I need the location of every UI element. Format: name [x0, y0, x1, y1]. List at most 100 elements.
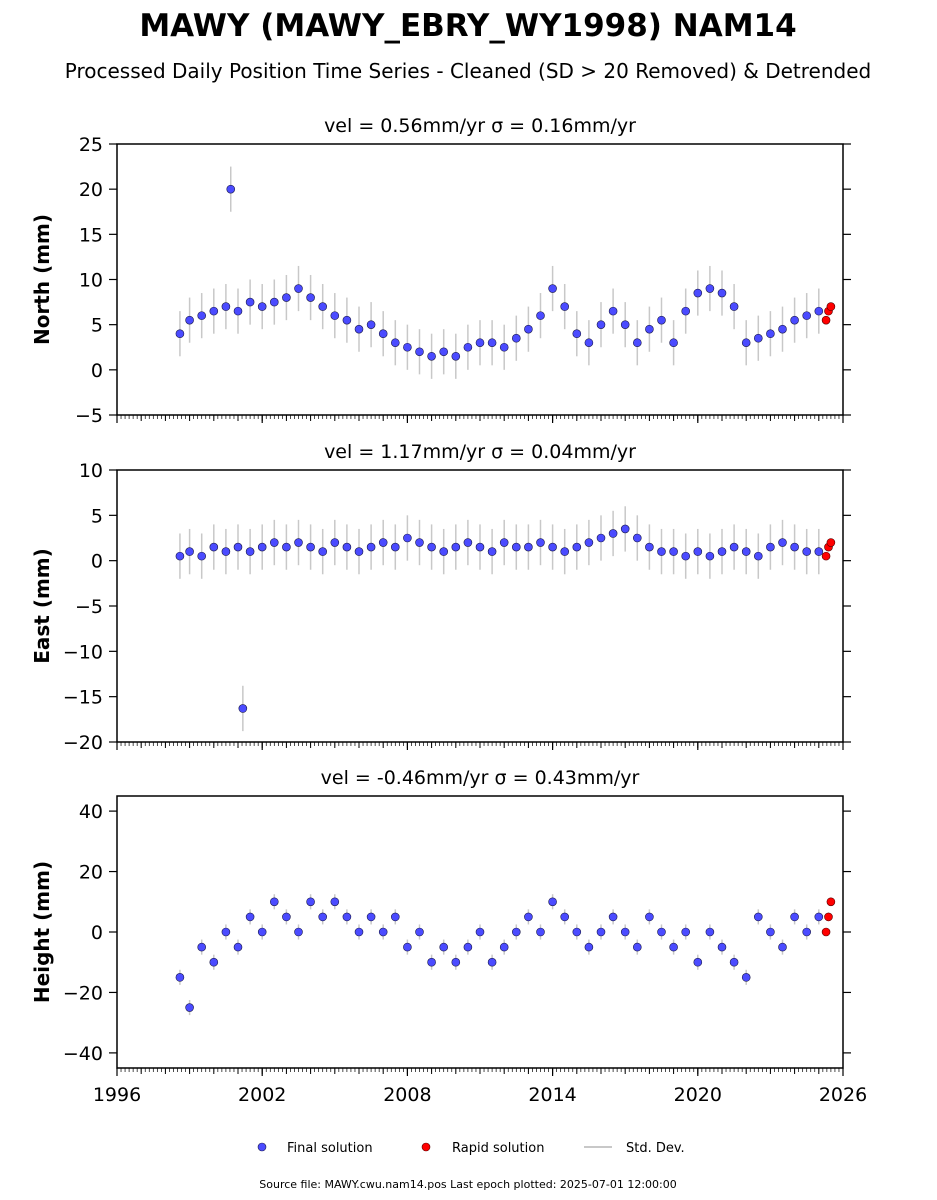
- final-point: [354, 547, 364, 556]
- data-layer: [175, 166, 836, 379]
- final-point: [185, 1003, 194, 1012]
- final-point: [197, 942, 206, 952]
- final-point: [790, 912, 799, 922]
- final-point: [390, 542, 400, 552]
- final-point: [536, 311, 545, 320]
- final-point: [487, 957, 497, 967]
- final-point: [572, 927, 582, 937]
- rapid-point: [821, 551, 831, 561]
- rapid-point: [824, 912, 833, 922]
- panel-1: vel = 1.17mm/yr σ = 0.04mm/yr East (mm) −2…: [30, 441, 851, 754]
- final-point: [366, 320, 376, 329]
- final-point: [403, 942, 412, 952]
- final-point: [221, 927, 231, 937]
- final-point: [753, 912, 763, 922]
- final-point: [342, 315, 352, 325]
- y-tick-label: 20: [79, 862, 103, 884]
- final-point: [463, 942, 473, 952]
- final-point: [814, 912, 824, 922]
- final-point: [233, 306, 243, 316]
- y-tick-label: −40: [63, 1043, 103, 1065]
- final-point: [681, 551, 691, 561]
- final-point: [463, 342, 473, 352]
- final-point: [378, 329, 388, 339]
- final-point: [596, 320, 606, 329]
- final-point: [608, 529, 618, 538]
- final-point: [318, 302, 328, 311]
- final-point: [620, 320, 630, 329]
- final-point: [439, 547, 449, 556]
- panels-group: vel = 0.56mm/yr σ = 0.16mm/yr North (mm) −…: [30, 115, 867, 1106]
- final-point: [378, 538, 388, 547]
- final-point: [487, 338, 497, 348]
- final-point: [729, 302, 739, 311]
- final-point: [548, 284, 557, 293]
- legend-rapid-marker: [421, 1142, 431, 1152]
- final-point: [693, 957, 703, 967]
- final-point: [741, 338, 751, 348]
- final-point: [269, 897, 279, 907]
- final-point: [524, 912, 533, 922]
- final-point: [524, 542, 533, 552]
- final-point: [306, 293, 315, 302]
- x-tick-label: 1996: [93, 1084, 141, 1106]
- y-tick-label: 25: [79, 134, 103, 156]
- final-point: [669, 547, 678, 556]
- x-tick-label: 2020: [674, 1084, 722, 1106]
- final-point: [802, 547, 812, 556]
- final-point: [705, 284, 715, 293]
- final-point: [669, 942, 678, 952]
- legend-stddev-label: Std. Dev.: [626, 1141, 685, 1156]
- final-point: [669, 338, 678, 348]
- final-point: [282, 912, 291, 922]
- final-point: [197, 551, 206, 561]
- final-point: [705, 551, 715, 561]
- panel-title: vel = -0.46mm/yr σ = 0.43mm/yr: [321, 767, 640, 789]
- final-point: [584, 338, 594, 348]
- final-point: [632, 338, 642, 348]
- final-point: [705, 927, 715, 937]
- data-layer: [175, 894, 836, 1016]
- final-point: [802, 927, 812, 937]
- final-point: [632, 942, 642, 952]
- y-tick-label: 20: [79, 179, 103, 201]
- final-point: [330, 311, 340, 320]
- final-point: [318, 912, 328, 922]
- final-point: [778, 942, 787, 952]
- final-point: [778, 538, 787, 547]
- y-axis-label: Height (mm): [30, 861, 54, 1003]
- plot-frame: [116, 469, 844, 743]
- final-point: [778, 324, 787, 334]
- final-point: [608, 912, 618, 922]
- final-point: [439, 942, 449, 952]
- final-point: [245, 547, 255, 556]
- final-point: [717, 288, 727, 298]
- y-tick-label: −15: [63, 687, 103, 709]
- final-point: [439, 347, 449, 357]
- y-tick-label: −5: [75, 405, 103, 427]
- final-point: [415, 538, 424, 547]
- final-point: [318, 547, 328, 556]
- final-point: [524, 324, 533, 334]
- final-point: [427, 542, 436, 552]
- panel-title: vel = 0.56mm/yr σ = 0.16mm/yr: [324, 115, 636, 137]
- final-point: [729, 542, 739, 552]
- final-point: [403, 533, 412, 543]
- final-point: [681, 306, 691, 316]
- figure-subtitle: Processed Daily Position Time Series - C…: [65, 59, 871, 83]
- final-point: [221, 302, 231, 311]
- final-point: [294, 284, 303, 293]
- panel-0: vel = 0.56mm/yr σ = 0.16mm/yr North (mm) −…: [30, 115, 851, 427]
- rapid-point: [821, 927, 831, 937]
- final-point: [282, 542, 291, 552]
- final-point: [511, 333, 521, 343]
- final-point: [548, 897, 557, 907]
- data-layer: [175, 506, 836, 732]
- final-point: [366, 542, 376, 552]
- final-point: [511, 542, 521, 552]
- figure-title: MAWY (MAWY_EBRY_WY1998) NAM14: [139, 8, 796, 44]
- final-point: [342, 912, 352, 922]
- final-point: [814, 547, 824, 556]
- final-point: [427, 957, 436, 967]
- rapid-point: [826, 302, 836, 311]
